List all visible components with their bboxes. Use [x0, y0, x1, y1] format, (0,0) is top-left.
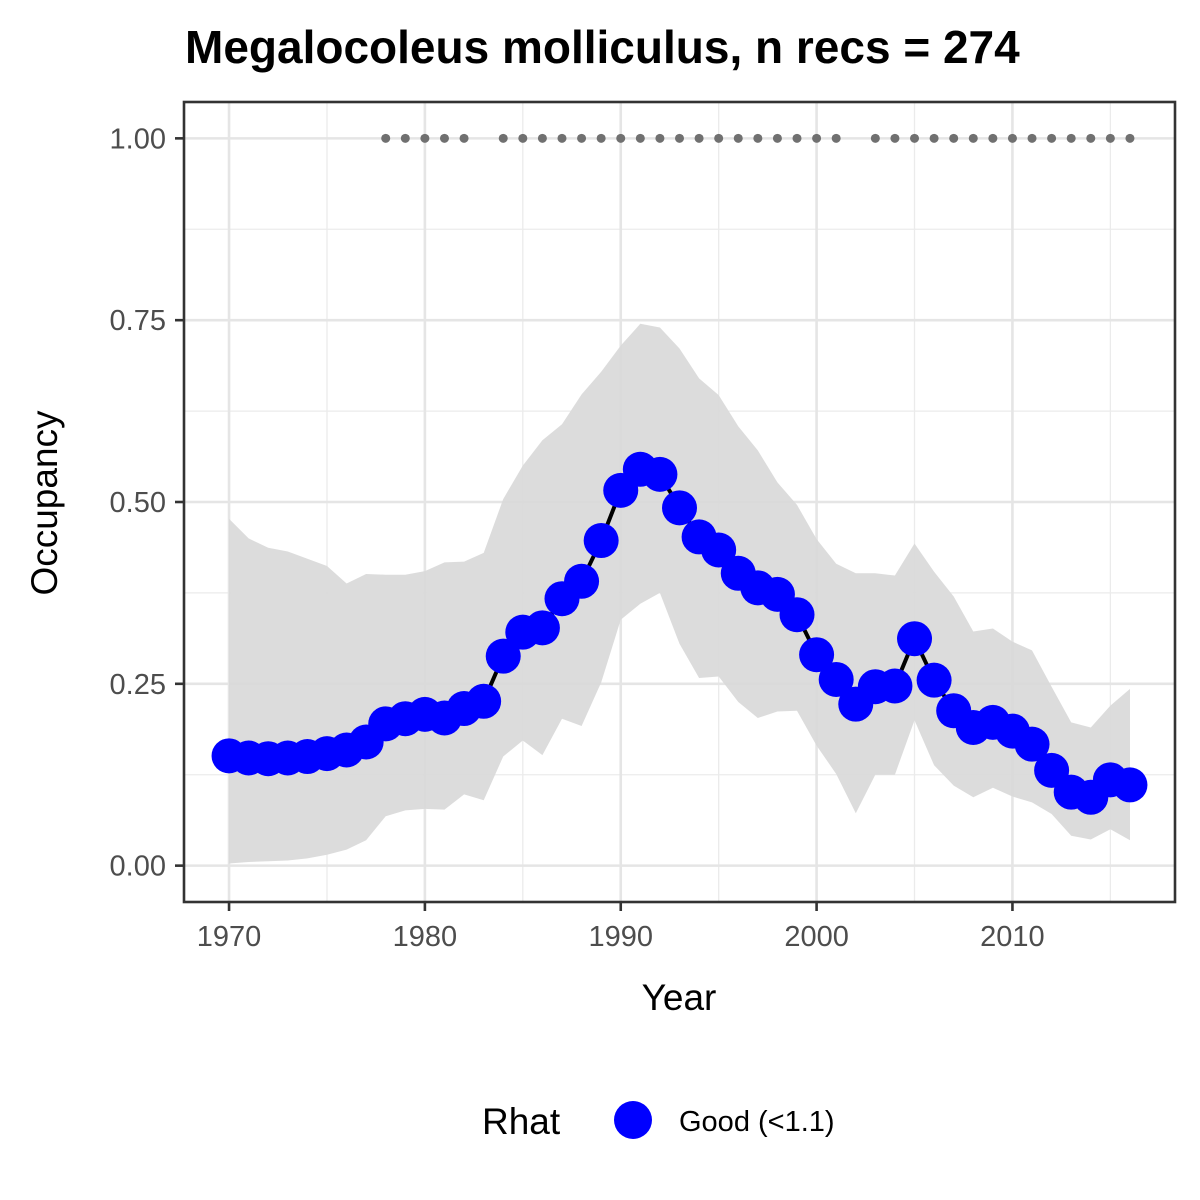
record-dot	[439, 133, 449, 143]
record-dot	[420, 133, 430, 143]
record-dot	[988, 133, 998, 143]
record-dot	[518, 133, 528, 143]
record-dot	[459, 133, 469, 143]
y-tick-label: 1.00	[110, 123, 166, 155]
x-tick-label: 2010	[980, 921, 1045, 953]
record-dot	[949, 133, 959, 143]
plot-panel	[182, 100, 1177, 904]
x-tick-label: 1980	[393, 921, 458, 953]
record-dot	[381, 133, 391, 143]
y-tick-label: 0.75	[110, 305, 166, 337]
y-tick-label: 0.25	[110, 669, 166, 701]
record-dot	[812, 133, 822, 143]
occupancy-point	[897, 621, 933, 657]
record-dot	[870, 133, 880, 143]
record-dot	[1007, 133, 1017, 143]
occupancy-point	[485, 638, 521, 674]
occupancy-point	[583, 523, 619, 559]
chart-title: Megalocoleus molliculus, n recs = 274	[185, 21, 1020, 73]
y-tick-label: 0.00	[110, 851, 166, 883]
occupancy-point	[701, 532, 737, 568]
record-dot	[1027, 133, 1037, 143]
record-dot	[1066, 133, 1076, 143]
y-tick-label: 0.50	[110, 487, 166, 519]
record-dot	[890, 133, 900, 143]
occupancy-point	[799, 637, 835, 673]
record-dot	[498, 133, 508, 143]
x-axis-ticks: 1970 1980 1990 2000 2010	[197, 902, 1045, 953]
record-dot	[537, 133, 547, 143]
record-dot	[753, 133, 763, 143]
record-dot	[694, 133, 704, 143]
occupancy-point	[818, 661, 854, 697]
record-dot	[968, 133, 978, 143]
legend: Rhat Good (<1.1)	[482, 1101, 835, 1142]
x-tick-label: 1990	[588, 921, 653, 953]
x-tick-label: 1970	[197, 921, 262, 953]
legend-key-good	[614, 1101, 652, 1139]
occupancy-point	[642, 456, 678, 492]
y-axis-title: Occupancy	[24, 410, 65, 596]
legend-title: Rhat	[482, 1101, 561, 1142]
record-dot	[1047, 133, 1057, 143]
occupancy-point	[1112, 767, 1148, 803]
occupancy-point	[564, 563, 600, 599]
occupancy-point	[877, 668, 913, 704]
record-dot	[577, 133, 587, 143]
record-dot	[1125, 133, 1135, 143]
record-dot	[655, 133, 665, 143]
record-dot	[792, 133, 802, 143]
occupancy-point	[466, 683, 502, 719]
y-axis-ticks: 0.00 0.25 0.50 0.75 1.00	[110, 123, 184, 883]
occupancy-point	[916, 662, 952, 698]
record-dot	[400, 133, 410, 143]
record-dot	[772, 133, 782, 143]
record-dot	[929, 133, 939, 143]
record-dot	[557, 133, 567, 143]
record-dot	[1105, 133, 1115, 143]
record-dot	[635, 133, 645, 143]
occupancy-point	[524, 610, 560, 646]
record-dot	[675, 133, 684, 143]
record-dot	[596, 133, 606, 143]
record-dot	[733, 133, 743, 143]
x-axis-title: Year	[642, 977, 717, 1018]
x-tick-label: 2000	[784, 921, 849, 953]
occupancy-point	[779, 597, 815, 633]
legend-label-good: Good (<1.1)	[679, 1106, 835, 1138]
record-dot	[910, 133, 920, 143]
record-dot	[1086, 133, 1096, 143]
occupancy-point	[662, 490, 697, 526]
record-dot	[616, 133, 626, 143]
occupancy-point	[1014, 726, 1050, 762]
record-dot	[831, 133, 841, 143]
record-dot	[714, 133, 724, 143]
